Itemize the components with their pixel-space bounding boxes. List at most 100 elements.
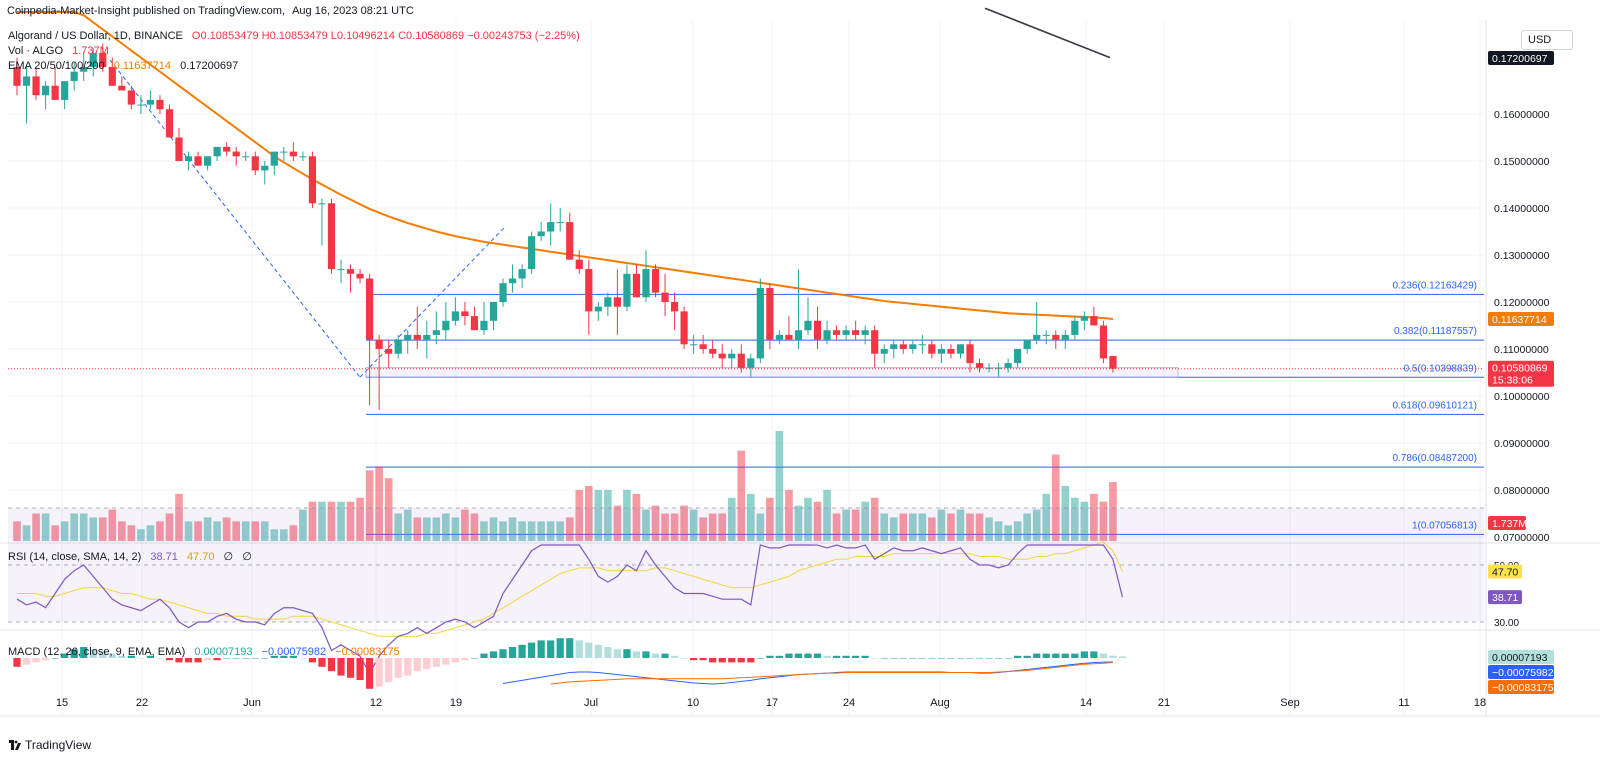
volume-bar (632, 493, 641, 541)
macd-hist-tag: 0.00007193 (1492, 652, 1548, 664)
volume-bar (1023, 513, 1031, 541)
macd-hist-bar (518, 644, 526, 658)
volume-bar (861, 501, 869, 541)
ema200-line (984, 7, 1111, 59)
volume-bar (127, 525, 136, 541)
macd-legend[interactable]: MACD (12, 26, close, 9, EMA, EMA) 0.0000… (8, 646, 400, 658)
macd-hist-bar (1052, 653, 1060, 658)
macd-hist-bar (394, 658, 402, 678)
macd-hist-bar (356, 658, 364, 680)
volume-bar (794, 505, 803, 541)
candle-body (823, 330, 831, 340)
time-axis-label: Jun (243, 697, 261, 709)
candle-body (175, 137, 183, 161)
macd-hist-bar (270, 655, 278, 658)
macd-hist-bar (137, 658, 145, 659)
candle-body (289, 151, 297, 157)
candle-body (1090, 316, 1098, 326)
macd-hist-bar (1099, 653, 1108, 658)
rsi-axis-label: 30.00 (1494, 618, 1519, 629)
volume-bar (1080, 501, 1089, 541)
macd-hist-bar (366, 658, 374, 689)
price-axis-label: 0.07000000 (1494, 532, 1550, 544)
candle-body (375, 339, 383, 349)
macd-hist-bar (184, 658, 193, 663)
volume-bar (422, 517, 431, 541)
volume-bar (880, 513, 889, 541)
candle-body (575, 259, 583, 270)
macd-hist-bar (118, 655, 126, 658)
tradingview-logo-icon (9, 740, 21, 750)
volume-bar (489, 517, 498, 541)
currency-button[interactable]: USD (1521, 30, 1573, 50)
volume-bar (937, 509, 946, 541)
volume-bar (756, 513, 765, 541)
candle-body (137, 104, 145, 106)
time-axis-label: Jul (584, 697, 598, 709)
rsi-label: RSI (14, close, SMA, 14, 2) (8, 551, 142, 563)
volume-bar (365, 470, 374, 541)
macd-hist-bar (442, 658, 450, 665)
volume-bar (1042, 493, 1051, 541)
symbol-legend[interactable]: Algorand / US Dollar, 1D, BINANCE O0.108… (8, 30, 580, 42)
volume-bar (527, 521, 536, 541)
rsi-legend[interactable]: RSI (14, close, SMA, 14, 2) 38.71 47.70 … (8, 550, 252, 563)
candle-body (737, 353, 745, 368)
ema-legend[interactable]: EMA 20/50/100/200 0.11637714 0.17200697 (8, 60, 238, 72)
candle-body (661, 292, 669, 302)
volume-bar (556, 521, 565, 541)
rsi-empty-1: ∅ (223, 551, 234, 563)
candle-body (909, 344, 917, 349)
volume-legend[interactable]: Vol · ALGO 1.737M (8, 45, 109, 57)
price-axis-label: 0.16000000 (1494, 109, 1550, 121)
macd-hist-bar (804, 653, 812, 658)
time-axis-label: 12 (370, 697, 382, 709)
candle-body (528, 236, 536, 270)
candle-body (1014, 349, 1022, 364)
volume-bar (356, 497, 364, 541)
candle-body (1033, 334, 1041, 340)
volume-bar (98, 517, 107, 541)
candle-body (41, 85, 50, 96)
volume-bar (232, 521, 240, 541)
tradingview-brand: TradingView (25, 738, 92, 752)
macd-hist-bar (547, 640, 555, 658)
rsi-line (16, 544, 1124, 675)
macd-hist-bar (251, 658, 259, 659)
candle-body (423, 334, 431, 340)
macd-hist-bar (146, 655, 155, 658)
volume-tag: 1.737M (1492, 518, 1527, 530)
volume-bar (89, 517, 98, 541)
ohlc-close: C0.10580869 (398, 30, 465, 42)
candle-body (1023, 339, 1031, 349)
macd-hist-bar (461, 658, 469, 661)
candle-body (1042, 334, 1050, 336)
candle-body (613, 297, 621, 307)
candle-body (156, 99, 164, 110)
macd-hist-bar (51, 658, 59, 659)
macd-hist-bar (308, 658, 317, 663)
candle-body (308, 156, 317, 204)
fib-label: 1(0.07056813) (1412, 520, 1477, 531)
ema200-price-tag: 0.17200697 (1492, 53, 1548, 65)
volume-bar (32, 513, 40, 541)
volume-bar (708, 513, 717, 541)
macd-hist-bar (670, 655, 679, 658)
volume-bar (184, 521, 193, 541)
price-axis-label: 0.10000000 (1494, 391, 1550, 403)
volume-bar (299, 509, 307, 541)
volume-bar (318, 501, 326, 541)
candle-body (518, 269, 526, 279)
candle-body (690, 344, 698, 346)
candle-body (728, 353, 736, 359)
candle-body (118, 85, 126, 91)
macd-signal-tag-bg (1488, 680, 1554, 694)
candle-body (718, 353, 726, 359)
ema-value-2: 0.17200697 (180, 60, 239, 72)
macd-hist-bar (175, 658, 183, 663)
macd-hist-bar (575, 640, 583, 658)
volume-bar (613, 505, 622, 541)
tradingview-footer[interactable]: TradingView (9, 738, 91, 752)
volume-bar (870, 497, 879, 541)
